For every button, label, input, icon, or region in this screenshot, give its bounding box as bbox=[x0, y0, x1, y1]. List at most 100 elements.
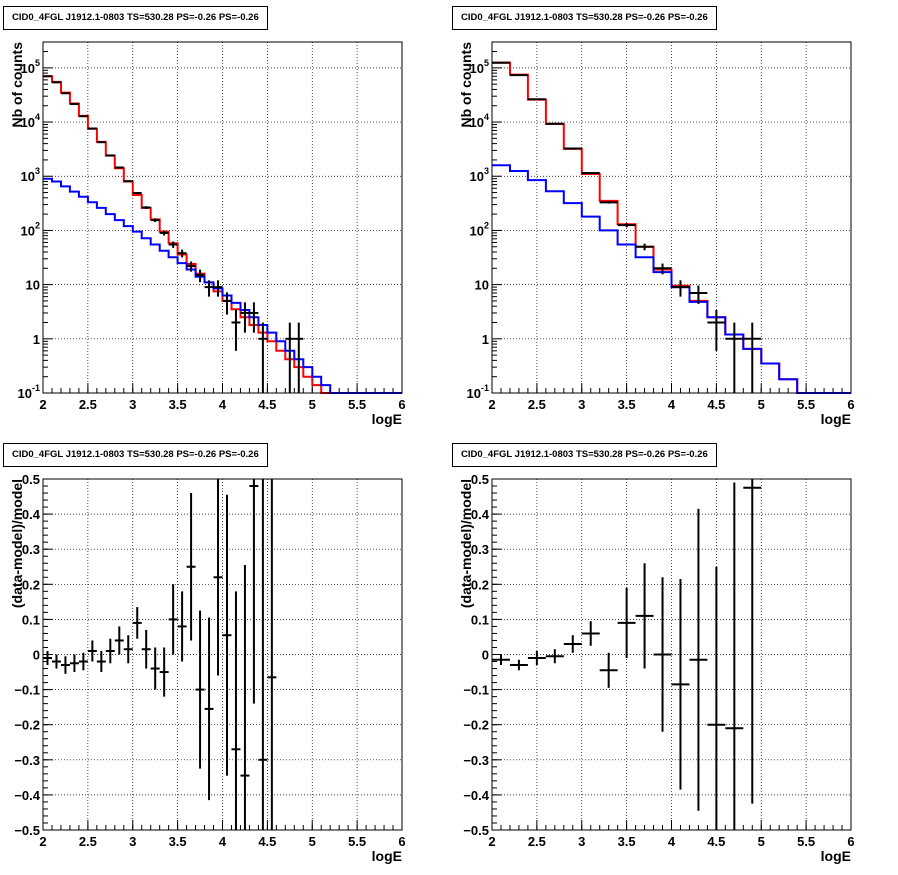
y-tick-label: 104 bbox=[470, 112, 489, 130]
y-tick-base: 10 bbox=[470, 115, 484, 130]
data-point bbox=[43, 650, 52, 666]
data-point bbox=[527, 650, 546, 666]
y-tick-base: 10 bbox=[21, 115, 35, 130]
data-point bbox=[132, 607, 142, 639]
y-tick-exponent: 5 bbox=[484, 58, 489, 68]
y-tick-exponent: 3 bbox=[35, 166, 40, 176]
data-point bbox=[617, 223, 636, 228]
y-tick-label: 1 bbox=[482, 332, 489, 347]
data-point bbox=[725, 482, 744, 830]
grid bbox=[43, 42, 402, 393]
data-point bbox=[231, 591, 241, 830]
data-point bbox=[114, 166, 124, 169]
y-tick-base: 10 bbox=[21, 169, 35, 184]
data-point bbox=[258, 322, 268, 393]
data-point bbox=[599, 652, 618, 688]
data-point bbox=[240, 564, 250, 830]
data-point bbox=[492, 654, 510, 666]
y-tick-label: −0.1 bbox=[14, 683, 40, 698]
data-point bbox=[150, 218, 160, 223]
x-axis-title: logE bbox=[821, 848, 851, 864]
y-tick-base: 10 bbox=[18, 386, 32, 401]
plot-frame bbox=[42, 41, 403, 394]
data-point bbox=[635, 243, 654, 251]
y-tick-exponent: 3 bbox=[484, 166, 489, 176]
y-tick-label: 0.1 bbox=[22, 612, 40, 627]
y-tick-label: 0 bbox=[482, 648, 489, 663]
plot-frame bbox=[491, 41, 852, 394]
x-tick-label: 4 bbox=[668, 834, 676, 849]
data-point bbox=[96, 141, 106, 144]
x-tick-label: 5.5 bbox=[348, 397, 366, 412]
model-total-line bbox=[492, 61, 851, 394]
data-point bbox=[707, 566, 726, 830]
data-point bbox=[141, 206, 151, 209]
data-point bbox=[285, 322, 295, 393]
y-tick-base: 10 bbox=[21, 61, 35, 76]
pad-counts-coarse: 2 2.5 3 3.5 4 4.5 5 5.5 6 10-1 1 10 102 103 104 105 logE… bbox=[449, 0, 898, 437]
x-tick-label: 3.5 bbox=[618, 834, 636, 849]
y-tick-label: −0.5 bbox=[14, 823, 40, 838]
x-tick-label: 2.5 bbox=[528, 397, 546, 412]
y-tick-label: 0.4 bbox=[471, 507, 490, 522]
y-tick-exponent: 2 bbox=[484, 220, 489, 230]
y-tick-label: −0.4 bbox=[14, 788, 40, 803]
x-tick-label: 3.5 bbox=[169, 834, 187, 849]
data-point bbox=[231, 310, 241, 351]
data-point bbox=[177, 249, 187, 258]
data-point bbox=[249, 479, 259, 704]
data-point bbox=[141, 629, 151, 669]
y-tick-label: 102 bbox=[470, 220, 489, 238]
data-point bbox=[114, 626, 124, 655]
data-point bbox=[689, 508, 708, 811]
data-point bbox=[123, 180, 133, 183]
data-point bbox=[545, 649, 564, 664]
y-tick-base: 10 bbox=[21, 223, 35, 238]
y-tick-label: −0.5 bbox=[463, 823, 489, 838]
y-tick-label: 10 bbox=[26, 278, 40, 293]
y-tick-label: −0.1 bbox=[463, 683, 489, 698]
data-point bbox=[105, 638, 115, 664]
x-axis-title: logE bbox=[372, 411, 402, 427]
data-point bbox=[51, 654, 61, 669]
plot-area bbox=[43, 75, 402, 394]
x-tick-label: 2.5 bbox=[79, 834, 97, 849]
plot-frame bbox=[491, 478, 852, 831]
chart-residuals-fine: 2 2.5 3 3.5 4 4.5 5 5.5 6 −0.5 −0.4 −0.3 −0.2 −0.1 0 0.… bbox=[9, 472, 406, 864]
data-point bbox=[177, 591, 187, 662]
data-point bbox=[743, 322, 762, 393]
data-point bbox=[509, 659, 528, 671]
data-point bbox=[653, 263, 672, 275]
y-tick-label: −0.3 bbox=[14, 753, 40, 768]
y-tick-label: −0.4 bbox=[463, 788, 489, 803]
x-tick-label: 3 bbox=[578, 397, 585, 412]
y-tick-label: −0.2 bbox=[463, 718, 489, 733]
y-tick-label: 0.5 bbox=[22, 472, 40, 487]
y-axis-title: (data-model)/model bbox=[458, 479, 474, 608]
pad-residuals-fine: 2 2.5 3 3.5 4 4.5 5 5.5 6 −0.5 −0.4 −0.3 −0.2 −0.1 0 0.… bbox=[0, 437, 449, 874]
plot-frame bbox=[42, 478, 403, 831]
x-tick-label: 2 bbox=[488, 397, 495, 412]
data-point bbox=[617, 587, 636, 659]
data-point bbox=[222, 292, 232, 315]
y-tick-label: 0.2 bbox=[22, 577, 40, 592]
y-tick-base: 10 bbox=[470, 61, 484, 76]
model-background-line bbox=[492, 164, 851, 394]
data-point bbox=[87, 127, 97, 130]
x-tick-label: 2 bbox=[39, 397, 46, 412]
y-tick-exponent: -1 bbox=[32, 383, 40, 393]
chart-title: CID0_4FGL J1912.1-0803 TS=530.28 PS=-0.2… bbox=[452, 443, 717, 467]
plot-area bbox=[492, 61, 851, 394]
y-tick-label: 0.4 bbox=[22, 507, 41, 522]
data-point bbox=[195, 610, 205, 769]
y-tick-label: 105 bbox=[470, 58, 489, 76]
y-axis-title: (data-model)/model bbox=[9, 479, 25, 608]
x-tick-label: 5 bbox=[758, 834, 765, 849]
data-point bbox=[159, 647, 169, 697]
data-point bbox=[204, 617, 214, 801]
model-background-line bbox=[43, 177, 402, 394]
data-point bbox=[213, 479, 223, 676]
x-tick-label: 3.5 bbox=[169, 397, 187, 412]
data-point bbox=[168, 584, 178, 655]
